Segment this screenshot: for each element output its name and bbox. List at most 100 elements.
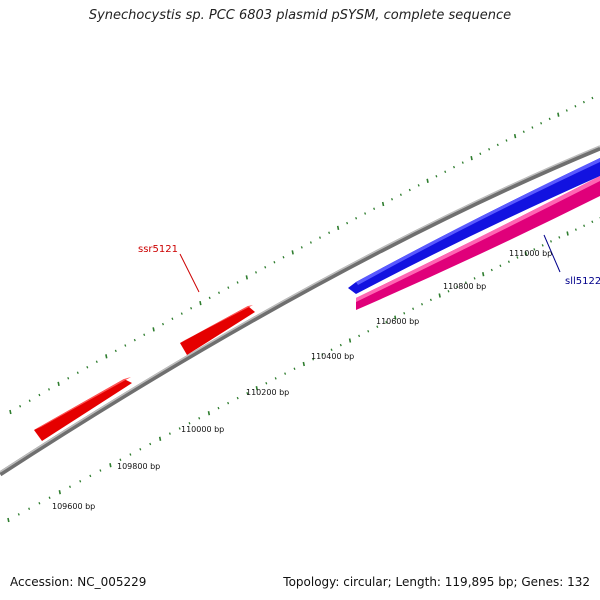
minor-tick: [129, 453, 132, 456]
major-tick: [105, 354, 108, 359]
minor-tick: [565, 109, 568, 112]
major-tick: [158, 436, 162, 441]
major-tick: [426, 178, 429, 183]
major-tick: [302, 361, 305, 367]
minor-tick: [464, 281, 467, 284]
minor-tick: [399, 193, 402, 196]
minor-tick: [376, 325, 379, 328]
minor-tick: [548, 117, 551, 121]
minor-tick: [119, 458, 122, 462]
minor-tick: [591, 96, 594, 100]
minor-tick: [161, 322, 165, 326]
minor-tick: [574, 228, 577, 231]
minor-tick: [293, 367, 296, 371]
minor-tick: [171, 317, 174, 321]
minor-tick: [48, 496, 51, 499]
minor-tick: [114, 349, 117, 353]
minor-tick: [499, 264, 502, 268]
minor-tick: [490, 268, 493, 272]
minor-tick: [346, 221, 349, 225]
minor-tick: [246, 391, 249, 395]
minor-tick: [47, 388, 51, 391]
sll5122-leader-line: [543, 234, 561, 273]
tick-label-110200: 110200 bp: [246, 388, 289, 397]
minor-tick: [452, 165, 456, 169]
minor-tick: [473, 277, 476, 280]
minor-tick: [456, 285, 459, 289]
minor-tick: [188, 422, 191, 425]
minor-tick: [76, 371, 79, 375]
minor-tick: [124, 344, 127, 347]
minor-tick: [28, 399, 31, 402]
minor-tick: [505, 139, 508, 142]
major-tick: [255, 386, 258, 391]
ssr5121-leader-line: [179, 253, 200, 293]
minor-tick: [236, 396, 239, 400]
minor-tick: [236, 281, 239, 284]
minor-tick: [417, 184, 420, 187]
minor-tick: [420, 303, 424, 306]
minor-tick: [300, 246, 303, 249]
minor-tick: [516, 256, 519, 259]
minor-tick: [488, 148, 491, 151]
gene-label-ssr5121[interactable]: ssr5121: [138, 244, 178, 255]
inner-tick-ring: [7, 217, 600, 523]
topology-summary: Topology: circular; Length: 119,895 bp; …: [283, 575, 590, 589]
gene-ssr5121-segment-2[interactable]: [180, 305, 255, 355]
tick-label-110800: 110800 bp: [443, 282, 486, 291]
minor-tick: [364, 212, 367, 215]
minor-tick: [79, 480, 82, 483]
minor-tick: [273, 261, 276, 264]
minor-tick: [208, 296, 211, 300]
accession-text: Accession: NC_005229: [10, 575, 147, 589]
minor-tick: [95, 360, 98, 364]
minor-tick: [143, 333, 146, 337]
tick-label-110400: 110400 bp: [311, 352, 354, 361]
major-tick: [291, 250, 294, 255]
minor-tick: [533, 248, 536, 251]
cds-feature-pink[interactable]: [356, 176, 600, 310]
plasmid-backbone-highlight: [0, 145, 600, 473]
minor-tick: [217, 291, 221, 295]
minor-tick: [227, 286, 230, 289]
minor-tick: [17, 513, 20, 516]
gene-label-sll5122[interactable]: sll5122: [565, 276, 600, 287]
minor-tick: [385, 320, 388, 324]
gene-sll5122-arrow[interactable]: [348, 158, 600, 294]
minor-tick: [38, 393, 41, 397]
minor-tick: [178, 427, 181, 430]
minor-tick: [582, 100, 585, 104]
major-tick: [245, 275, 248, 280]
minor-tick: [139, 448, 142, 451]
minor-tick: [321, 353, 324, 356]
minor-tick: [390, 198, 394, 201]
minor-tick: [19, 405, 22, 408]
minor-tick: [403, 311, 406, 315]
minor-tick: [67, 377, 70, 380]
major-tick: [57, 381, 60, 387]
tick-label-111000: 111000 bp: [509, 249, 552, 258]
minor-tick: [444, 170, 447, 173]
minor-tick: [68, 485, 72, 489]
minor-tick: [339, 343, 342, 347]
minor-tick: [312, 357, 315, 361]
major-tick: [348, 338, 352, 343]
minor-tick: [149, 442, 152, 446]
major-tick: [513, 133, 517, 139]
minor-tick: [328, 231, 331, 234]
minor-tick: [190, 307, 193, 310]
gene-ssr5121-segment-1[interactable]: [34, 377, 132, 441]
minor-tick: [180, 312, 183, 315]
minor-tick: [496, 143, 499, 147]
minor-tick: [429, 298, 432, 302]
major-tick: [470, 155, 473, 161]
major-tick: [9, 409, 12, 415]
minor-tick: [408, 188, 411, 192]
minor-tick: [355, 217, 358, 220]
major-tick: [394, 315, 397, 320]
major-tick: [381, 201, 385, 207]
minor-tick: [282, 256, 285, 259]
minor-tick: [89, 474, 92, 478]
minor-tick: [330, 348, 333, 352]
